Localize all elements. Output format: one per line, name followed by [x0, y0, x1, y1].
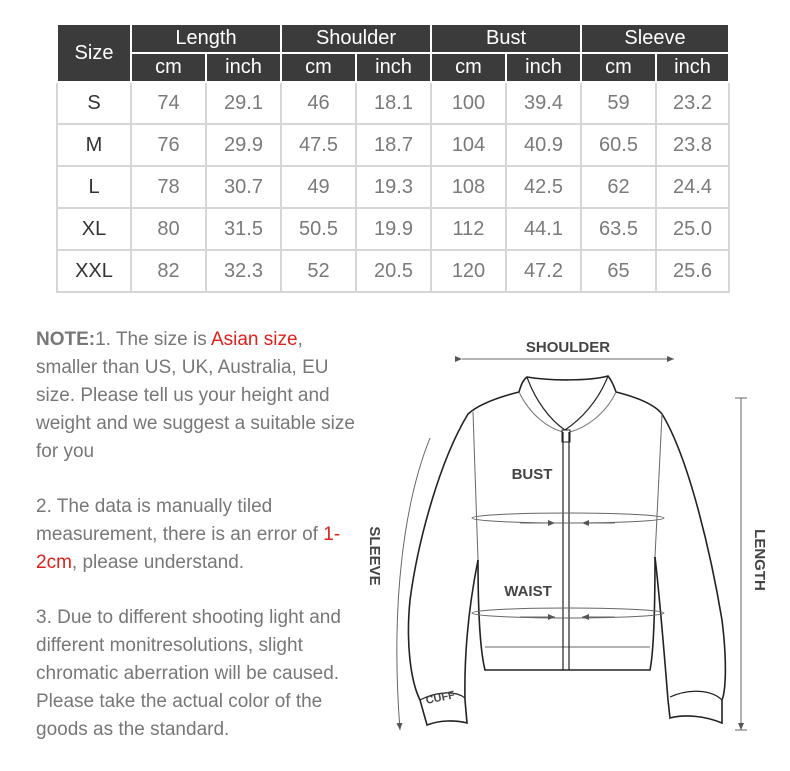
- measurement-cell: 25.6: [655, 249, 730, 293]
- measurement-cell: 74: [130, 81, 207, 125]
- measurement-cell: 46: [280, 81, 357, 125]
- measurement-cell: 23.8: [655, 123, 730, 167]
- measurement-cell: 120: [430, 249, 507, 293]
- measurement-cell: 30.7: [205, 165, 282, 209]
- unit-header: cm: [580, 52, 657, 83]
- measurement-cell: 40.9: [505, 123, 582, 167]
- size-cell: L: [56, 165, 132, 209]
- unit-header: inch: [505, 52, 582, 83]
- note-highlight: 1-2cm: [36, 524, 341, 573]
- measurement-cell: 112: [430, 207, 507, 251]
- size-header: Size: [56, 23, 132, 83]
- cuff-label: CUFF: [425, 689, 456, 707]
- measurement-cell: 29.1: [205, 81, 282, 125]
- measurement-cell: 104: [430, 123, 507, 167]
- measurement-cell: 50.5: [280, 207, 357, 251]
- measurement-cell: 31.5: [205, 207, 282, 251]
- note-text: 2. The data is manually tiled measuremen…: [36, 496, 324, 545]
- measurement-cell: 47.5: [280, 123, 357, 167]
- note-label: NOTE:: [36, 329, 96, 350]
- measurement-cell: 25.0: [655, 207, 730, 251]
- unit-header: cm: [430, 52, 507, 83]
- size-cell: M: [56, 123, 132, 167]
- measurement-cell: 65: [580, 249, 657, 293]
- size-cell: XL: [56, 207, 132, 251]
- jacket-outline: [407, 375, 727, 727]
- measurement-cell: 60.5: [580, 123, 657, 167]
- unit-header: inch: [205, 52, 282, 83]
- table-row: XXL 82 32.3 52 20.5 120 47.2 65 25.6: [56, 249, 730, 293]
- measurement-cell: 29.9: [205, 123, 282, 167]
- size-cell: XXL: [56, 249, 132, 293]
- notes: NOTE:1. The size is Asian size, smaller …: [36, 326, 366, 771]
- measurement-cell: 62: [580, 165, 657, 209]
- unit-header: cm: [280, 52, 357, 83]
- measurement-cell: 82: [130, 249, 207, 293]
- measurement-cell: 100: [430, 81, 507, 125]
- waist-label: WAIST: [504, 583, 552, 600]
- note-text: 1. The size is: [95, 329, 211, 350]
- measurement-cell: 32.3: [205, 249, 282, 293]
- bust-label: BUST: [512, 466, 553, 483]
- note-1: NOTE:1. The size is Asian size, smaller …: [36, 326, 366, 466]
- measurement-cell: 42.5: [505, 165, 582, 209]
- measurement-cell: 78: [130, 165, 207, 209]
- measurement-cell: 19.3: [355, 165, 432, 209]
- group-header: Length: [130, 23, 282, 54]
- measurement-cell: 80: [130, 207, 207, 251]
- measurement-cell: 24.4: [655, 165, 730, 209]
- measurement-cell: 47.2: [505, 249, 582, 293]
- note-3: 3. Due to different shooting light and d…: [36, 607, 341, 740]
- table-row: XL 80 31.5 50.5 19.9 112 44.1 63.5 25.0: [56, 207, 730, 251]
- note-2: 2. The data is manually tiled measuremen…: [36, 493, 366, 577]
- group-header: Sleeve: [580, 23, 730, 54]
- note-text: , please understand.: [71, 552, 245, 573]
- measurement-cell: 49: [280, 165, 357, 209]
- measurement-cell: 39.4: [505, 81, 582, 125]
- table-row: M 76 29.9 47.5 18.7 104 40.9 60.5 23.8: [56, 123, 730, 167]
- unit-header: inch: [355, 52, 432, 83]
- table-row: L 78 30.7 49 19.3 108 42.5 62 24.4: [56, 165, 730, 209]
- measurement-cell: 23.2: [655, 81, 730, 125]
- measurement-cell: 63.5: [580, 207, 657, 251]
- measure-lines: [396, 356, 747, 731]
- measurement-cell: 76: [130, 123, 207, 167]
- table-row: S 74 29.1 46 18.1 100 39.4 59 23.2: [56, 81, 730, 125]
- size-chart-table: Size Length Shoulder Bust Sleeve cm inch c…: [56, 23, 730, 293]
- size-cell: S: [56, 81, 132, 125]
- measurement-cell: 108: [430, 165, 507, 209]
- group-header: Bust: [430, 23, 582, 54]
- measurement-cell: 44.1: [505, 207, 582, 251]
- length-label: LENGTH: [751, 529, 768, 591]
- measurement-cell: 59: [580, 81, 657, 125]
- measurement-cell: 20.5: [355, 249, 432, 293]
- unit-header: cm: [130, 52, 207, 83]
- measurement-cell: 52: [280, 249, 357, 293]
- note-text: , smaller than US, UK, Australia, EU siz…: [36, 329, 355, 462]
- measurement-cell: 18.7: [355, 123, 432, 167]
- note-highlight: Asian size: [210, 329, 298, 350]
- shoulder-label: SHOULDER: [526, 339, 610, 356]
- sleeve-label: SLEEVE: [366, 526, 383, 585]
- measurement-cell: 18.1: [355, 81, 432, 125]
- group-header: Shoulder: [280, 23, 432, 54]
- unit-header: inch: [655, 52, 730, 83]
- measurement-cell: 19.9: [355, 207, 432, 251]
